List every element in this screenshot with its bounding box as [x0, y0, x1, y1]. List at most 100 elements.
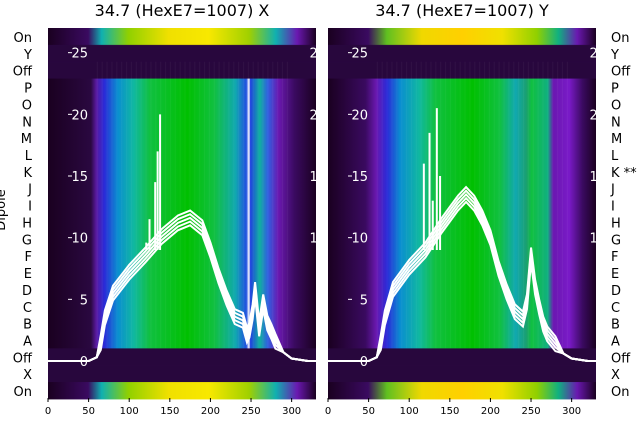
heatmap-streak [213, 61, 215, 349]
dipole-label-left: On [14, 385, 32, 400]
heatmap-row [328, 112, 596, 130]
heatmap-streak [537, 61, 539, 349]
heatmap-streak [542, 61, 544, 349]
heatmap-row [328, 348, 596, 366]
heatmap-row [328, 280, 596, 299]
heatmap-streak [566, 61, 568, 349]
heatmap-streak [218, 61, 220, 349]
heatmap-row [48, 348, 316, 366]
heatmap-streak [498, 61, 500, 349]
dipole-label-right: Off [611, 351, 631, 366]
heatmap-streak [228, 61, 230, 349]
heatmap-row [328, 230, 596, 248]
heatmap-row [328, 61, 596, 80]
heatmap-streak [454, 61, 456, 349]
heatmap-streak [522, 61, 525, 349]
heatmap-streak [557, 61, 559, 349]
x-tick-label: 200 [201, 406, 220, 417]
heatmap-streak [179, 61, 181, 349]
heatmap-row [48, 112, 316, 130]
heatmap-row [48, 297, 316, 316]
dipole-label-right: M [611, 132, 622, 147]
heatmap-streak [223, 61, 225, 349]
heatmap-streak [208, 61, 210, 349]
heatmap-streak [257, 61, 259, 349]
heatmap-streak [121, 61, 123, 349]
heatmap-streak [169, 61, 172, 349]
heatmap-streak [174, 61, 176, 349]
heatmap-streak [233, 61, 235, 349]
heatmap-row [328, 95, 596, 113]
y-tick-label: 0 [360, 355, 368, 370]
heatmap-streak [488, 61, 490, 349]
dipole-label-right: G [611, 233, 621, 248]
heatmap-streak [391, 61, 393, 349]
y-tick-label: 0 [80, 355, 88, 370]
x-tick-label: 50 [82, 406, 95, 417]
x-tick-label: 0 [45, 406, 51, 417]
heatmap-row [48, 129, 316, 147]
heatmap-row [328, 78, 596, 96]
heatmap-streak [277, 61, 279, 349]
dipole-label-left: X [23, 368, 32, 383]
y-tick-label: 15 [351, 170, 368, 185]
heatmap-streak [552, 61, 554, 349]
heatmap-streak [420, 61, 422, 349]
heatmap-streak [286, 61, 288, 349]
dipole-label-left: Off [13, 351, 33, 366]
y-tick-label: 10 [351, 232, 368, 247]
dipole-label-right: C [611, 301, 620, 316]
dipole-label-right: P [611, 82, 619, 97]
heatmap-row [48, 382, 316, 400]
y-tick-label: 10 [71, 232, 88, 247]
heatmap-row [328, 247, 596, 265]
dipole-label-left: On [14, 31, 32, 46]
heatmap-row [48, 146, 316, 164]
heatmap-streak [203, 61, 206, 349]
heatmap-streak [267, 61, 269, 349]
heatmap-row [48, 314, 316, 332]
y-tick-label: 20 [71, 108, 88, 123]
heatmap-row [48, 95, 316, 113]
dipole-label-right: On [611, 385, 629, 400]
heatmap-streak [106, 61, 108, 349]
heatmap-streak [518, 61, 520, 349]
x-tick-label: 250 [521, 406, 540, 417]
dipole-label-right: K ** [611, 166, 637, 181]
heatmap-streak [493, 61, 495, 349]
spectrum-curve [328, 185, 596, 362]
heatmap-row [328, 365, 596, 383]
dipole-label-left: G [22, 233, 32, 248]
heatmap-streak [130, 61, 133, 349]
dipole-label-right: E [611, 267, 619, 282]
heatmap-streak [483, 61, 486, 349]
y-tick-label-right: 15 [589, 170, 606, 185]
heatmap-streak [135, 61, 137, 349]
heatmap-streak [435, 61, 437, 349]
dipole-label-left: Y [23, 48, 32, 63]
heatmap-row [328, 44, 596, 63]
y-tick-label-right: 15 [309, 170, 326, 185]
y-tick-label-right: 5 [318, 293, 326, 308]
dipole-label-left: K [23, 166, 32, 181]
y-tick-label-right: 25 [309, 47, 326, 62]
dipole-label-right: I [611, 200, 615, 215]
heatmap-row [328, 129, 596, 147]
heatmap-row [48, 78, 316, 96]
heatmap-row [48, 44, 316, 63]
y-tick-label-right: 25 [589, 47, 606, 62]
heatmap-streak [503, 61, 505, 349]
y-tick-label-right: 5 [598, 293, 606, 308]
heatmap-streak [513, 61, 515, 349]
heatmap-row [48, 247, 316, 265]
panel-y: 34.7 (HexE7=1007) Y 0 0 5 5 10 10 15 15 20 20 25 25… [325, 1, 606, 417]
heatmap-row [328, 213, 596, 231]
x-tick-label: 250 [241, 406, 260, 417]
heatmap-streak [111, 61, 113, 349]
heatmap-streak [401, 61, 403, 349]
y-tick-label-right: 20 [309, 108, 326, 123]
panel-x: 34.7 (HexE7=1007) X 0 0 5 5 10 10 15 15 20 20 25 25… [45, 1, 326, 417]
x-tick-label: 100 [400, 406, 419, 417]
